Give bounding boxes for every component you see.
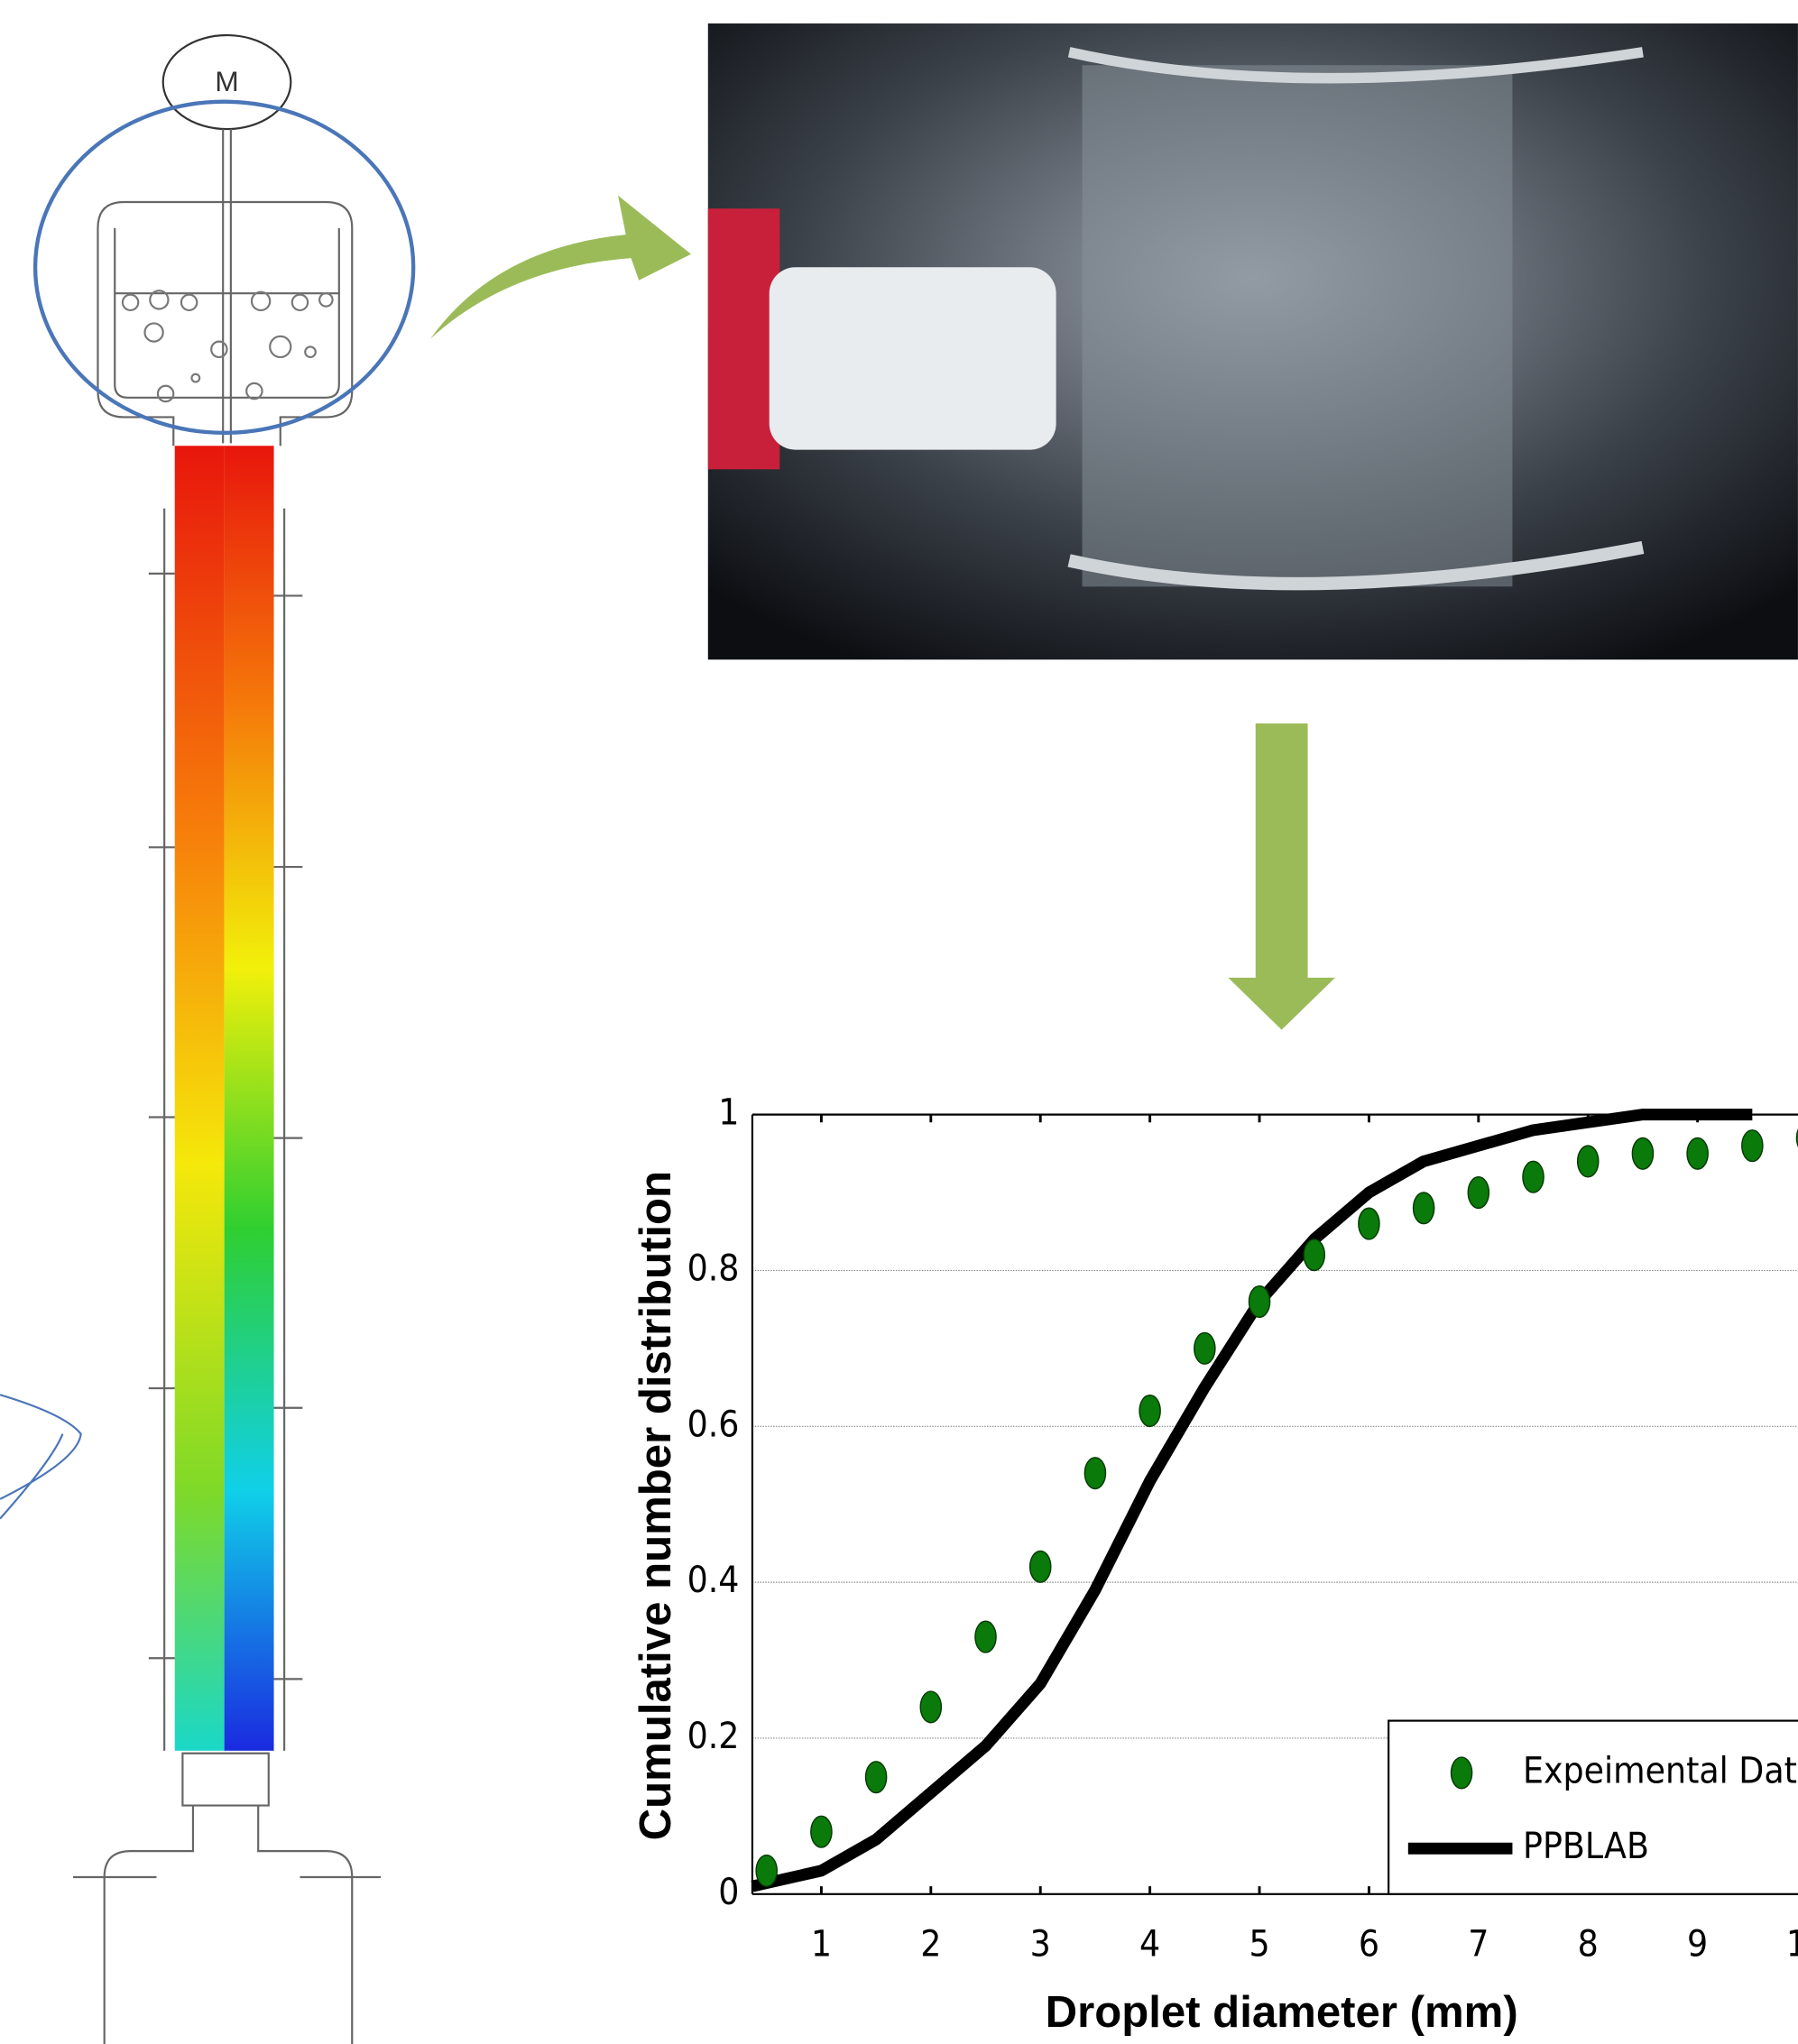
x-tick-label: 5 <box>1249 1922 1269 1966</box>
data-point <box>1467 1175 1490 1210</box>
data-point <box>1686 1137 1709 1170</box>
y-tick-label: 1 <box>718 1091 739 1134</box>
motor-label: M <box>215 65 238 97</box>
data-point <box>810 1815 833 1848</box>
y-axis-label: Cumulative number distribution <box>632 1171 680 1840</box>
x-tick-label: 10 <box>1786 1922 1798 1966</box>
data-point <box>1139 1394 1161 1428</box>
data-point <box>1576 1145 1600 1178</box>
photo <box>707 23 1798 660</box>
data-point <box>1194 1331 1216 1365</box>
x-axis-label: Droplet diameter (mm) <box>1046 1988 1518 2037</box>
legend-label: PPBLAB <box>1523 1824 1649 1867</box>
data-point <box>864 1761 888 1794</box>
data-point <box>1522 1160 1544 1193</box>
y-tick-label: 0.8 <box>687 1246 740 1289</box>
data-point <box>1412 1192 1435 1225</box>
x-tick-label: 7 <box>1468 1922 1489 1966</box>
data-point <box>1741 1129 1764 1163</box>
x-tick-label: 9 <box>1687 1922 1708 1966</box>
data-point <box>1083 1457 1107 1490</box>
x-tick-label: 4 <box>1139 1922 1160 1966</box>
legend-box <box>1388 1719 1798 1895</box>
x-tick-label: 1 <box>811 1922 832 1966</box>
legend-label: Expeimental Data <box>1523 1748 1798 1791</box>
x-tick-label: 2 <box>920 1922 941 1966</box>
y-tick-label: 0.4 <box>687 1558 740 1601</box>
data-point <box>1248 1284 1271 1319</box>
data-point <box>1631 1137 1655 1170</box>
y-tick-label: 0 <box>718 1870 739 1913</box>
data-point <box>1303 1238 1326 1272</box>
legend-swatch <box>1450 1756 1473 1790</box>
y-tick-label: 0.6 <box>687 1402 740 1445</box>
data-point <box>1358 1207 1380 1240</box>
x-tick-label: 6 <box>1359 1922 1379 1966</box>
chart: 0 0.2 0.4 0.6 0.8 1 1 2 3 4 5 6 7 8 9 10 Droplet diamete… <box>632 1091 1798 2037</box>
arrows <box>429 195 1335 1030</box>
x-tick-label: 3 <box>1030 1922 1051 1966</box>
schematic: M <box>0 33 416 2044</box>
data-point <box>974 1620 997 1653</box>
data-point <box>919 1690 943 1724</box>
data-point <box>1028 1550 1052 1583</box>
y-tick-label: 0.2 <box>687 1714 740 1757</box>
x-tick-label: 8 <box>1578 1922 1599 1966</box>
data-point <box>755 1854 778 1887</box>
